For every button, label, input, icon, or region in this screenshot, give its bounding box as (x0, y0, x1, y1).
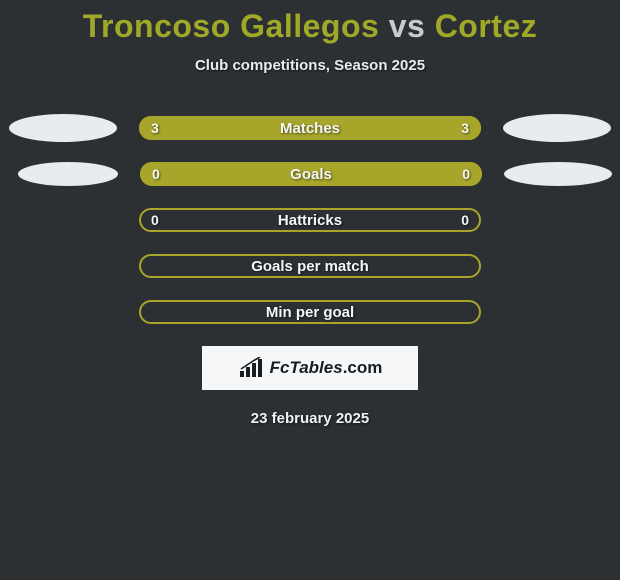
brand-badge: FcTables.com (202, 346, 418, 390)
bar-outline (139, 208, 481, 232)
player1-name: Troncoso Gallegos (83, 8, 380, 44)
player2-ellipse (503, 114, 611, 142)
bar-outline (139, 300, 481, 324)
stat-value-right: 0 (462, 162, 470, 186)
subtitle: Club competitions, Season 2025 (0, 57, 620, 74)
bars-icon (238, 357, 266, 379)
stat-row: Min per goal (0, 300, 620, 324)
stat-value-left: 0 (151, 208, 159, 232)
brand-name: FcTables (270, 358, 343, 377)
stat-row: 00Goals (0, 162, 620, 186)
bar-outline (139, 254, 481, 278)
stat-value-left: 0 (152, 162, 160, 186)
stat-row: 00Hattricks (0, 208, 620, 232)
bar-outline (139, 116, 481, 140)
stat-value-right: 0 (461, 208, 469, 232)
ellipse-spacer (503, 206, 611, 234)
ellipse-spacer (503, 252, 611, 280)
stat-bar: 00Hattricks (139, 208, 481, 232)
stat-value-left: 3 (151, 116, 159, 140)
ellipse-spacer (9, 206, 117, 234)
ellipse-spacer (503, 298, 611, 326)
brand-ext: .com (343, 358, 383, 377)
stat-bar: 00Goals (140, 162, 482, 186)
bar-outline (140, 162, 482, 186)
date-label: 23 february 2025 (0, 410, 620, 427)
stat-row: 33Matches (0, 116, 620, 140)
stat-bar: 33Matches (139, 116, 481, 140)
stats-block: 33Matches00Goals00HattricksGoals per mat… (0, 116, 620, 324)
stat-bar: Goals per match (139, 254, 481, 278)
brand-text: FcTables.com (270, 358, 383, 378)
stat-row: Goals per match (0, 254, 620, 278)
ellipse-spacer (9, 298, 117, 326)
stat-value-right: 3 (461, 116, 469, 140)
comparison-widget: Troncoso Gallegos vs Cortez Club competi… (0, 0, 620, 427)
player2-ellipse (504, 162, 612, 186)
stat-bar: Min per goal (139, 300, 481, 324)
player1-ellipse (18, 162, 118, 186)
player1-ellipse (9, 114, 117, 142)
vs-separator: vs (389, 8, 426, 44)
ellipse-spacer (9, 252, 117, 280)
page-title: Troncoso Gallegos vs Cortez (0, 8, 620, 45)
player2-name: Cortez (435, 8, 538, 44)
